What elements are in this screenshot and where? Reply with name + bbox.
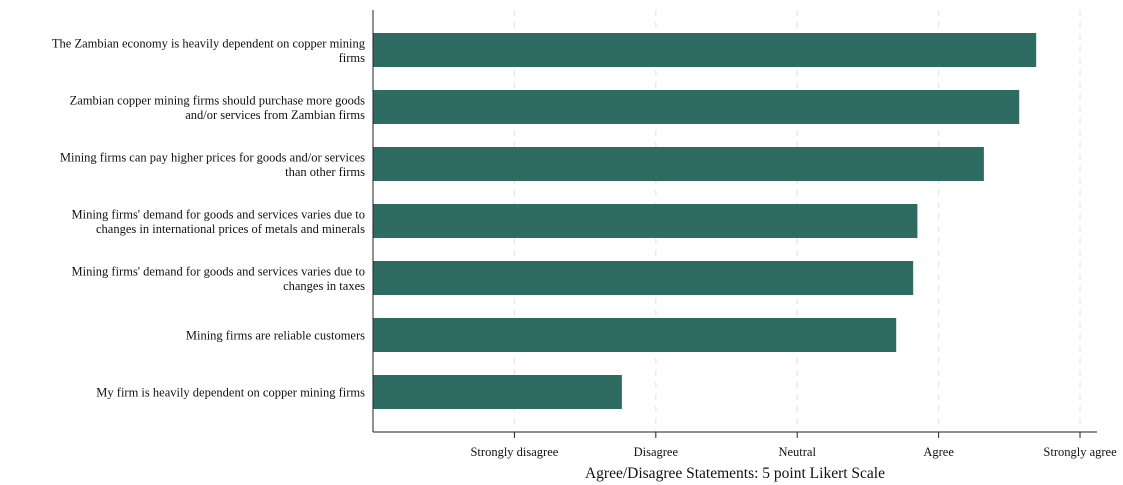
category-label-line: Mining firms can pay higher prices for g… <box>60 150 365 164</box>
bar <box>373 261 914 295</box>
category-label-line: changes in taxes <box>283 279 365 293</box>
x-tick-label: Agree <box>923 445 954 459</box>
bar <box>373 204 918 238</box>
category-label-line: and/or services from Zambian firms <box>185 108 365 122</box>
category-label: The Zambian economy is heavily dependent… <box>52 36 366 65</box>
category-label: Mining firms are reliable customers <box>186 329 365 343</box>
category-label-line: firms <box>339 51 366 65</box>
category-label-line: changes in international prices of metal… <box>96 222 365 236</box>
category-label-line: than other firms <box>285 165 365 179</box>
category-label: Mining firms' demand for goods and servi… <box>71 207 365 236</box>
category-label-line: Zambian copper mining firms should purch… <box>70 93 366 107</box>
category-label: My firm is heavily dependent on copper m… <box>96 386 365 400</box>
category-label: Zambian copper mining firms should purch… <box>70 93 366 122</box>
category-labels: The Zambian economy is heavily dependent… <box>52 36 366 399</box>
x-tick-label: Strongly agree <box>1043 445 1117 459</box>
bar <box>373 375 622 409</box>
x-tick-label: Neutral <box>778 445 816 459</box>
category-label: Mining firms' demand for goods and servi… <box>71 264 365 293</box>
bar <box>373 33 1037 67</box>
category-label-line: My firm is heavily dependent on copper m… <box>96 386 365 400</box>
category-label-line: Mining firms are reliable customers <box>186 329 365 343</box>
category-label-line: The Zambian economy is heavily dependent… <box>52 36 366 50</box>
bar <box>373 147 984 181</box>
bar <box>373 318 897 352</box>
bar <box>373 90 1020 124</box>
x-tick-labels: Strongly disagree Disagree Neutral Agree Str… <box>470 445 1117 459</box>
category-label-line: Mining firms' demand for goods and servi… <box>71 264 365 278</box>
axes <box>372 10 1097 438</box>
grid-lines <box>513 10 1081 432</box>
x-axis-title: Agree/Disagree Statements: 5 point Liker… <box>585 465 885 482</box>
x-tick-label: Strongly disagree <box>470 445 558 459</box>
x-tick-label: Disagree <box>634 445 679 459</box>
category-label: Mining firms can pay higher prices for g… <box>60 150 365 179</box>
bars <box>373 33 1037 409</box>
category-label-line: Mining firms' demand for goods and servi… <box>71 207 365 221</box>
